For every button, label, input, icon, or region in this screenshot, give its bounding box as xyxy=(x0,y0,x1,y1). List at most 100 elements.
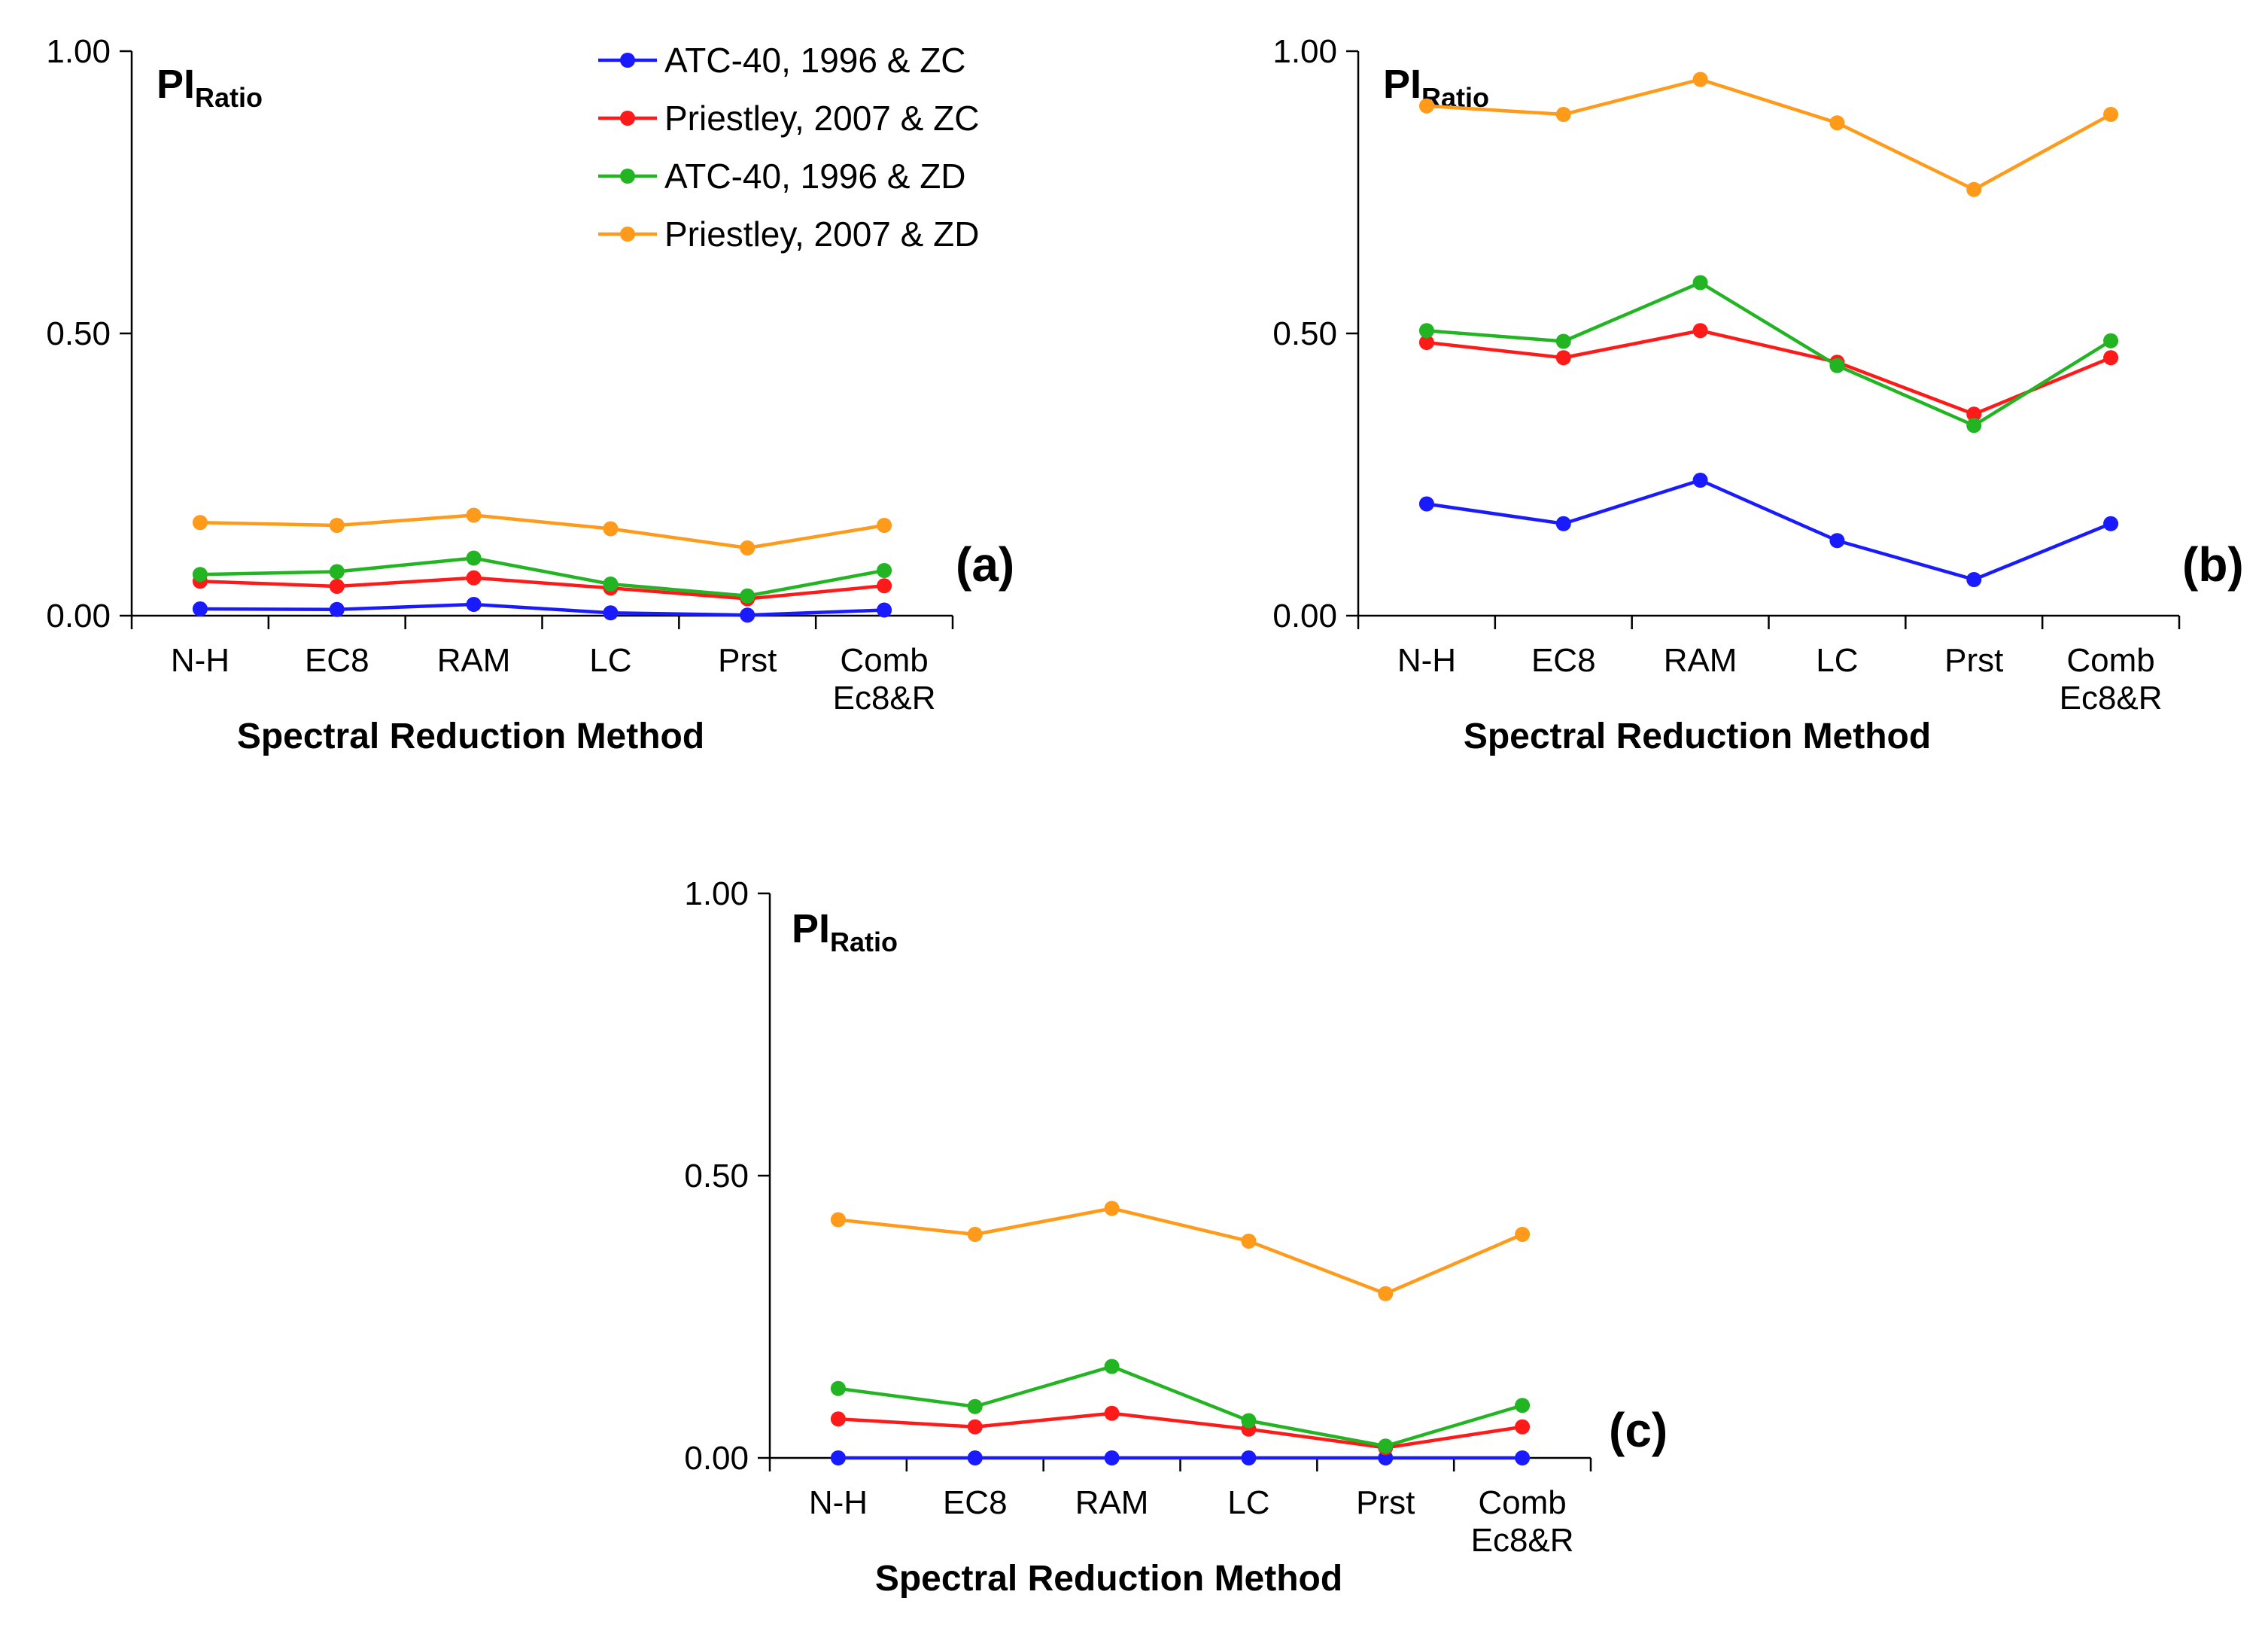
x-tick-label-line: Comb xyxy=(1478,1484,1566,1521)
data-point xyxy=(740,607,755,623)
y-axis-title-main: PI xyxy=(792,906,830,951)
x-tick-label: Comb Ec8&R xyxy=(2060,642,2163,717)
series-1 xyxy=(1418,473,2119,587)
x-axis-title: Spectral Reduction Method xyxy=(875,1559,1342,1599)
data-point xyxy=(967,1398,983,1414)
x-tick-label: LC xyxy=(1227,1484,1269,1521)
x-tick-label-line: Ec8&R xyxy=(833,680,936,717)
series-line xyxy=(838,1411,1523,1450)
legend-item: Priestley, 2007 & ZC xyxy=(598,99,979,138)
data-point xyxy=(1104,1405,1120,1421)
data-point xyxy=(2103,516,2119,531)
panel-label: (a) xyxy=(956,537,1014,592)
legend: ATC-40, 1996 & ZC Priestley, 2007 & ZC ATC… xyxy=(598,41,979,254)
y-tick-label: 0.50 xyxy=(46,315,111,352)
data-point xyxy=(830,1380,846,1396)
data-point xyxy=(1555,107,1571,122)
data-point xyxy=(1966,181,1982,197)
series-line xyxy=(199,602,885,617)
data-point xyxy=(1378,1286,1394,1301)
x-axis-title: Spectral Reduction Method xyxy=(1464,717,1931,756)
data-point xyxy=(466,507,482,523)
series-4 xyxy=(192,507,892,555)
series-line xyxy=(1426,478,2111,582)
data-point xyxy=(192,515,208,531)
x-tick-label-line: EC8 xyxy=(1531,642,1596,679)
data-point xyxy=(329,579,345,594)
data-point xyxy=(1966,418,1982,434)
data-point xyxy=(967,1450,983,1465)
y-tick-label: 0.50 xyxy=(684,1158,749,1194)
data-point xyxy=(877,578,892,594)
legend-label: Priestley, 2007 & ZC xyxy=(664,99,979,138)
data-point xyxy=(1241,1450,1257,1465)
data-point xyxy=(740,540,755,555)
series-line xyxy=(199,576,885,601)
data-point xyxy=(1515,1419,1531,1435)
data-point xyxy=(603,605,619,621)
data-point xyxy=(830,1411,846,1427)
panel-label: (b) xyxy=(2182,537,2244,592)
x-tick-label-line: Comb xyxy=(2066,642,2154,679)
chart-panel-1: 0.00 0.50 1.00 N-H EC8 RAM LC Prst Comb Ec8&R Spec… xyxy=(46,33,1014,756)
x-tick-label-line: LC xyxy=(589,642,631,679)
legend-swatch-marker xyxy=(620,53,635,68)
data-point xyxy=(466,597,482,612)
data-point xyxy=(1418,98,1434,114)
x-tick-label: N-H xyxy=(171,642,230,679)
data-point xyxy=(2103,350,2119,366)
legend-label: ATC-40, 1996 & ZC xyxy=(664,41,966,80)
series-3 xyxy=(1418,275,2119,434)
y-tick-label: 0.00 xyxy=(46,598,111,634)
data-point xyxy=(466,550,482,566)
x-tick-label: Prst xyxy=(718,642,777,679)
legend-swatch-marker xyxy=(620,111,635,126)
x-tick-label: Prst xyxy=(1944,642,2003,679)
data-point xyxy=(877,518,892,533)
series-1 xyxy=(192,597,892,623)
data-point xyxy=(1241,1234,1257,1249)
series-line xyxy=(1426,281,2112,428)
data-point xyxy=(192,601,208,616)
data-point xyxy=(603,577,619,592)
x-tick-label: RAM xyxy=(1075,1484,1149,1521)
legend-item: ATC-40, 1996 & ZD xyxy=(598,157,966,196)
series-line xyxy=(838,1207,1523,1295)
data-point xyxy=(1418,335,1434,350)
data-point xyxy=(967,1419,983,1435)
x-tick-label-line: Ec8&R xyxy=(2060,680,2163,717)
x-tick-label: EC8 xyxy=(1531,642,1596,679)
data-point xyxy=(1515,1398,1531,1414)
data-point xyxy=(192,567,208,583)
y-axis-title-subscript: Ratio xyxy=(195,82,263,113)
data-point xyxy=(1555,516,1571,531)
data-point xyxy=(329,601,345,617)
series-line xyxy=(838,1365,1523,1448)
data-point xyxy=(1418,323,1434,339)
x-tick-label: EC8 xyxy=(943,1484,1008,1521)
data-point xyxy=(1692,323,1708,339)
data-point xyxy=(1555,350,1571,366)
data-point xyxy=(1104,1359,1120,1374)
x-tick-label-line: N-H xyxy=(1397,642,1456,679)
chart-panel-2: 0.00 0.50 1.00 N-H EC8 RAM LC Prst Comb Ec8&R Spec… xyxy=(1272,33,2243,756)
data-point xyxy=(1829,115,1845,131)
x-tick-label: N-H xyxy=(809,1484,868,1521)
data-point xyxy=(1692,72,1708,87)
x-tick-label: Comb Ec8&R xyxy=(1471,1484,1574,1559)
data-point xyxy=(1692,275,1708,291)
x-tick-label-line: RAM xyxy=(1075,1484,1149,1521)
data-point xyxy=(1829,358,1845,373)
chart-panel-3: 0.00 0.50 1.00 N-H EC8 RAM LC Prst Comb Ec8&R Spec… xyxy=(684,875,1668,1599)
y-tick-label: 0.00 xyxy=(684,1440,749,1477)
x-tick-label-line: EC8 xyxy=(943,1484,1008,1521)
data-point xyxy=(603,521,619,537)
y-tick-label: 1.00 xyxy=(1272,33,1337,70)
data-point xyxy=(1692,473,1708,488)
x-tick-label-line: Prst xyxy=(1356,1484,1415,1521)
data-point xyxy=(466,570,482,586)
y-axis-title-subscript: Ratio xyxy=(830,927,898,957)
x-tick-label-line: Ec8&R xyxy=(1471,1522,1574,1559)
data-point xyxy=(740,588,755,604)
